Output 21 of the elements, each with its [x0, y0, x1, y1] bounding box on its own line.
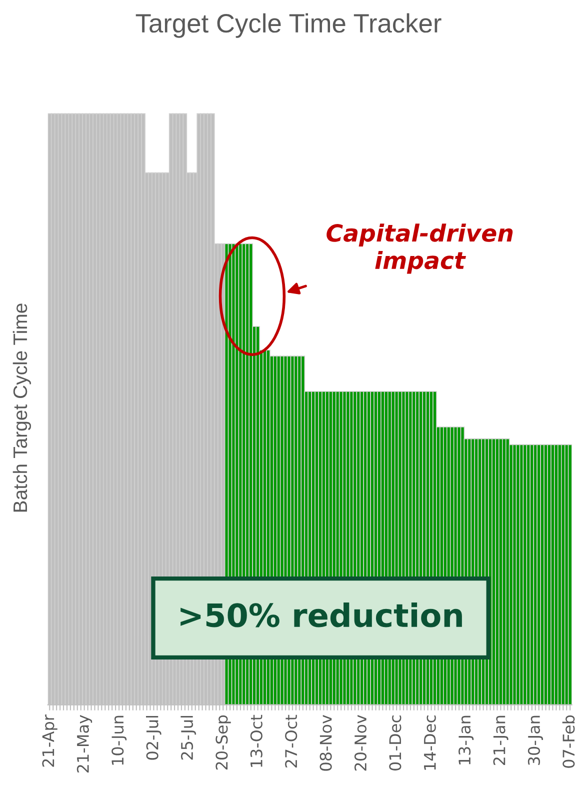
x-tick-label: 02-Jul — [146, 716, 162, 760]
bar — [568, 444, 572, 705]
x-tick-label: 01-Dec — [389, 716, 402, 770]
x-tick-label: 21-May — [76, 715, 92, 772]
x-tick-label: 21-Apr — [42, 714, 58, 767]
x-tick-label: 07-Feb — [562, 715, 575, 768]
y-axis-title: Batch Target Cycle Time — [12, 304, 31, 512]
annotation: Capital-driven impact — [326, 224, 513, 274]
x-tick-label: 21-Jan — [493, 716, 508, 765]
chart-title: Target Cycle Time Tracker — [136, 13, 442, 38]
x-tick-label: 27-Oct — [285, 714, 298, 768]
x-tick-label: 20-Sep — [216, 715, 231, 770]
x-tick-label: 14-Dec — [424, 716, 436, 770]
x-tick-label: 13-Jan — [458, 716, 474, 764]
x-tick-label: 25-Jul — [180, 716, 196, 760]
x-tick-label: 10-Jun — [112, 716, 127, 765]
x-tick-label: 08-Nov — [320, 715, 332, 771]
x-tick-label: 20-Nov — [354, 715, 367, 771]
x-tick-label: 30-Jan — [528, 716, 543, 765]
annotation: >50% reduction — [180, 602, 462, 628]
x-tick-label: 13-Oct — [250, 714, 262, 767]
